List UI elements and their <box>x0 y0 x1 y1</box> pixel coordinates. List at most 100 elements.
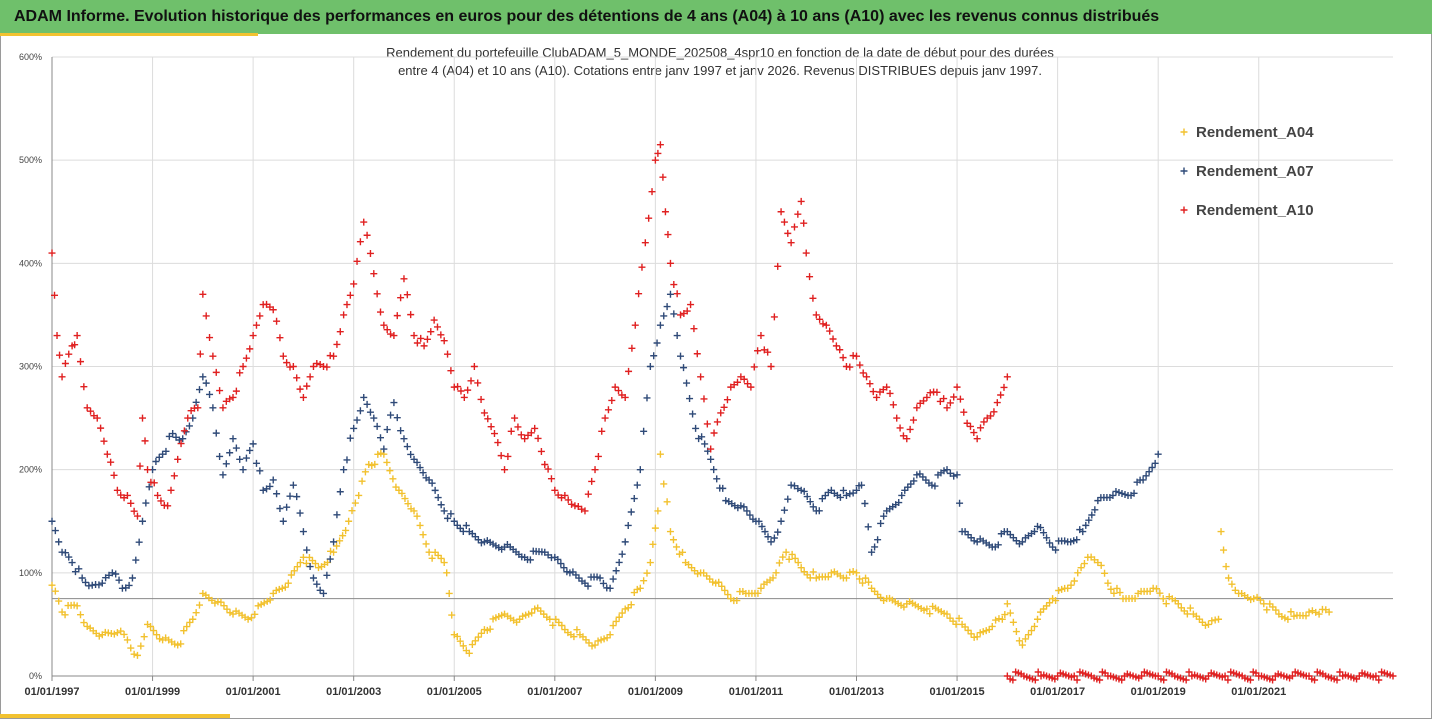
data-point-rendement_a04 <box>849 568 857 576</box>
data-point-rendement_a10 <box>856 361 864 369</box>
data-point-rendement_a04 <box>992 616 1000 624</box>
data-point-rendement_a07 <box>630 495 638 503</box>
data-point-rendement_a10 <box>460 393 468 401</box>
data-point-rendement_a07 <box>787 481 795 489</box>
data-point-rendement_a04 <box>456 637 464 645</box>
data-point-rendement_a07 <box>871 543 879 551</box>
data-point-rendement_a07 <box>249 440 257 448</box>
data-point-rendement_a10 <box>863 373 871 381</box>
data-point-rendement_a10 <box>511 414 519 422</box>
data-point-rendement_a10 <box>1182 676 1190 684</box>
data-point-rendement_a07 <box>1052 546 1060 554</box>
data-point-rendement_a10 <box>103 450 111 458</box>
data-point-rendement_a07 <box>666 290 674 298</box>
data-point-rendement_a10 <box>635 290 643 298</box>
data-point-rendement_a10 <box>757 332 765 340</box>
data-point-rendement_a10 <box>380 321 388 329</box>
data-point-rendement_a04 <box>636 584 644 592</box>
data-point-rendement_a10 <box>353 257 361 265</box>
legend-label: Rendement_A04 <box>1196 124 1314 141</box>
data-point-rendement_a10 <box>1389 672 1397 680</box>
data-point-rendement_a10 <box>812 311 820 319</box>
data-point-rendement_a07 <box>373 422 381 430</box>
data-point-rendement_a07 <box>677 352 685 360</box>
data-point-rendement_a10 <box>625 367 633 375</box>
data-point-rendement_a10 <box>517 431 525 439</box>
data-point-rendement_a04 <box>1064 584 1072 592</box>
data-point-rendement_a07 <box>407 450 415 458</box>
data-point-rendement_a04 <box>672 543 680 551</box>
data-point-rendement_a04 <box>459 642 467 650</box>
data-point-rendement_a07 <box>895 499 903 507</box>
data-point-rendement_a04 <box>55 597 63 605</box>
data-point-rendement_a07 <box>636 466 644 474</box>
data-point-rendement_a10 <box>504 452 512 460</box>
data-point-rendement_a07 <box>155 453 163 461</box>
data-point-rendement_a10 <box>430 316 438 324</box>
data-point-rendement_a07 <box>185 422 193 430</box>
data-point-rendement_a10 <box>61 360 69 367</box>
data-point-rendement_a04 <box>791 554 799 562</box>
data-point-rendement_a04 <box>794 559 802 567</box>
data-point-rendement_a10 <box>296 385 304 393</box>
data-point-rendement_a07 <box>242 454 250 462</box>
data-point-rendement_a10 <box>615 387 623 395</box>
x-tick-label: 01/01/2019 <box>1131 686 1186 698</box>
data-point-rendement_a10 <box>571 502 579 510</box>
data-point-rendement_a04 <box>923 605 931 613</box>
data-point-rendement_a10 <box>440 337 448 345</box>
data-point-rendement_a07 <box>653 339 661 347</box>
data-point-rendement_a10 <box>212 368 220 376</box>
data-point-rendement_a10 <box>199 290 207 298</box>
data-point-rendement_a04 <box>1183 610 1191 618</box>
data-point-rendement_a10 <box>869 388 877 396</box>
data-point-rendement_a07 <box>139 517 147 525</box>
data-point-rendement_a04 <box>437 554 445 562</box>
data-point-rendement_a04 <box>1162 600 1170 608</box>
data-point-rendement_a10 <box>433 323 441 331</box>
data-point-rendement_a04 <box>465 649 473 657</box>
data-point-rendement_a10 <box>1073 676 1081 684</box>
data-point-rendement_a04 <box>358 477 366 485</box>
x-tick-label: 01/01/2013 <box>829 686 884 698</box>
data-point-rendement_a10 <box>774 262 782 270</box>
data-point-rendement_a10 <box>177 440 185 448</box>
data-point-rendement_a07 <box>710 466 718 474</box>
data-point-rendement_a07 <box>692 424 700 432</box>
data-point-rendement_a04 <box>627 601 635 609</box>
data-point-rendement_a07 <box>397 427 405 435</box>
data-point-rendement_a07 <box>554 555 562 563</box>
data-point-rendement_a10 <box>673 290 681 298</box>
data-point-rendement_a04 <box>926 610 934 618</box>
data-point-rendement_a04 <box>988 622 996 630</box>
x-tick-label: 01/01/1999 <box>125 686 180 698</box>
data-point-rendement_a07 <box>387 411 395 419</box>
data-point-rendement_a07 <box>1082 521 1090 529</box>
data-point-rendement_a07 <box>78 574 86 582</box>
data-point-rendement_a10 <box>110 471 118 479</box>
data-point-rendement_a07 <box>259 486 267 494</box>
data-point-rendement_a07 <box>199 373 207 381</box>
data-point-rendement_a07 <box>313 580 321 588</box>
data-point-rendement_a04 <box>1015 637 1023 645</box>
data-point-rendement_a10 <box>598 427 606 435</box>
data-point-rendement_a07 <box>434 494 442 502</box>
data-point-rendement_a10 <box>467 377 475 385</box>
data-point-rendement_a10 <box>527 429 535 437</box>
x-tick-label: 01/01/2009 <box>628 686 683 698</box>
series-rendement_a04 <box>48 449 1333 659</box>
data-point-rendement_a10 <box>206 334 214 342</box>
data-point-rendement_a04 <box>339 532 347 540</box>
data-point-rendement_a10 <box>990 408 998 416</box>
data-point-rendement_a10 <box>822 321 830 329</box>
data-point-rendement_a10 <box>906 425 914 433</box>
data-point-rendement_a10 <box>1372 672 1380 680</box>
data-point-rendement_a10 <box>670 281 678 289</box>
data-point-rendement_a10 <box>744 380 752 388</box>
data-point-rendement_a10 <box>487 423 495 431</box>
data-point-rendement_a07 <box>179 435 187 443</box>
header-bar: ADAM Informe. Evolution historique des p… <box>0 0 1432 34</box>
data-point-rendement_a07 <box>128 574 136 582</box>
data-point-rendement_a10 <box>373 290 381 298</box>
data-point-rendement_a07 <box>1154 450 1162 458</box>
